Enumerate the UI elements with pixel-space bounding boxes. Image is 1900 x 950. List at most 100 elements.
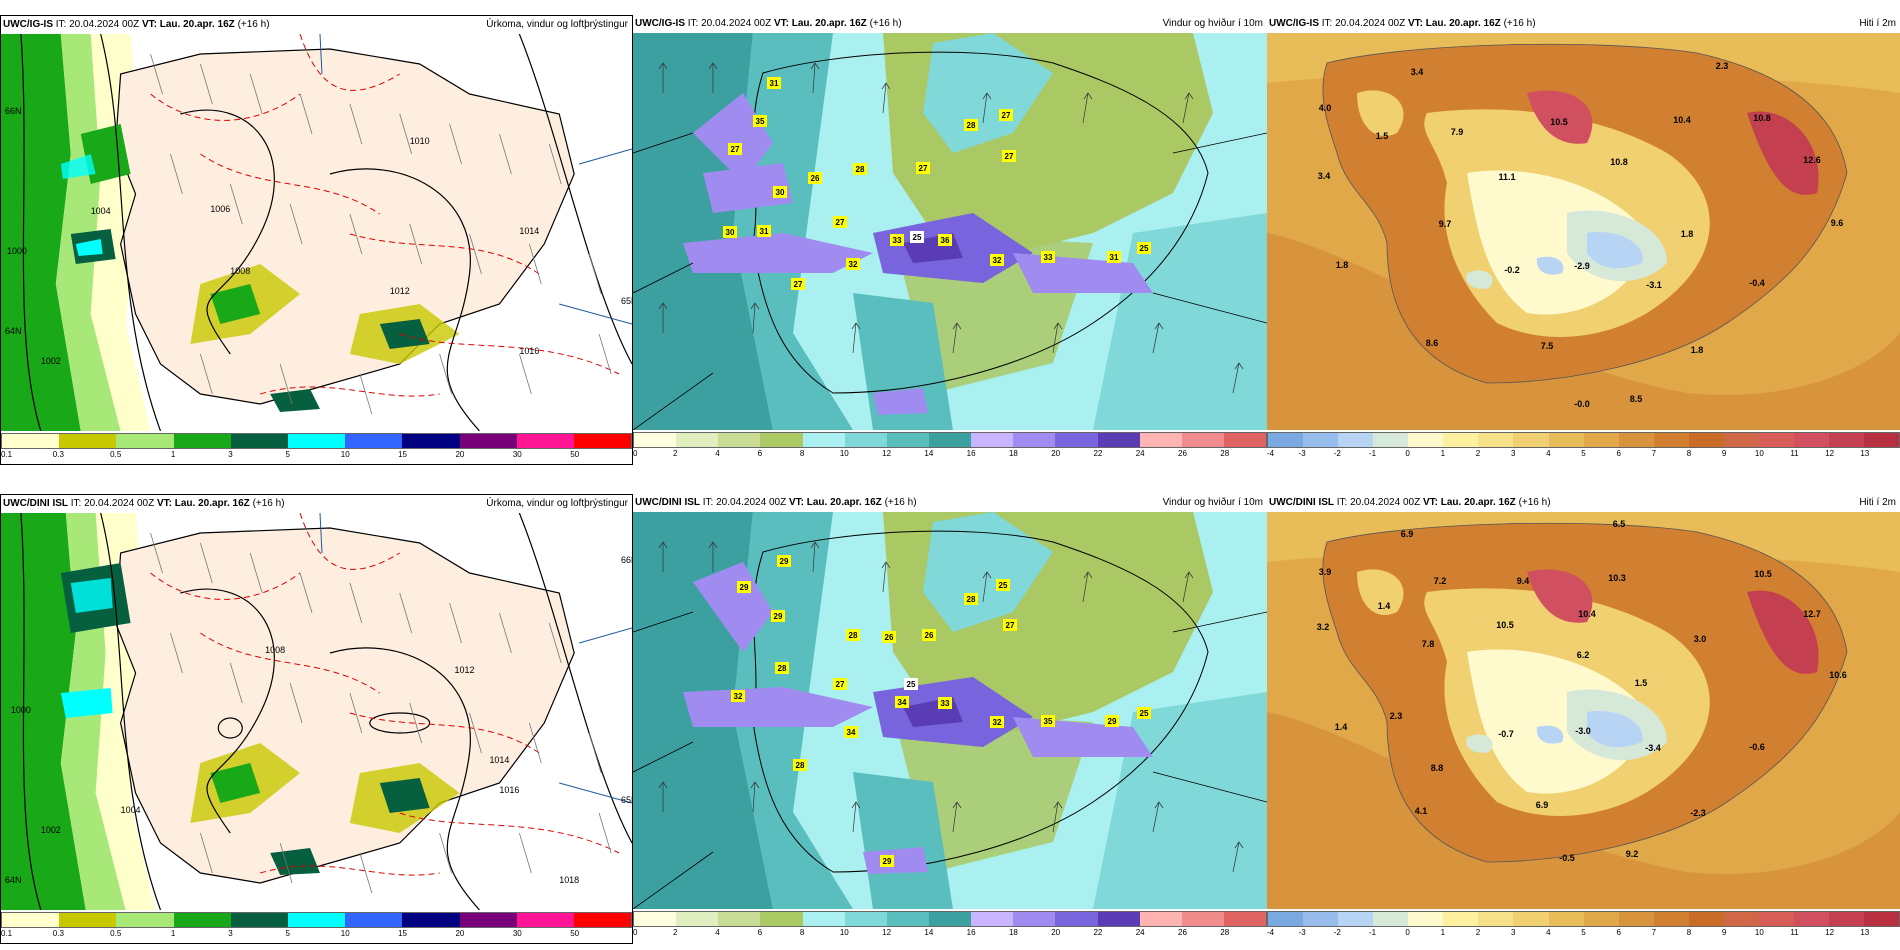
svg-text:25: 25 [907,680,916,689]
legend-swatch [1373,912,1409,926]
gust-label: 31 [1107,251,1121,263]
gust-label: 33 [1041,251,1055,263]
svg-text:28: 28 [849,631,858,640]
legend-swatch [1758,433,1794,447]
gust-label: 35 [753,115,767,127]
svg-text:25: 25 [913,233,922,242]
valid-time-label: VT: [156,498,172,509]
svg-text:35: 35 [1044,717,1053,726]
legend-swatch [1097,912,1140,926]
svg-text:27: 27 [1006,621,1015,630]
svg-text:26: 26 [925,631,934,640]
legend-swatch [760,433,803,447]
legend-swatch [718,433,761,447]
row1-wind-arrows [658,62,1244,394]
legend-tick: 4 [715,928,720,937]
legend-swatch [402,913,460,927]
legend-tick: -4 [1267,449,1275,458]
valid-time-label: VT: [773,18,789,29]
gust-label: 31 [767,77,781,89]
temp-value: 6.5 [1613,519,1626,529]
legend-swatch [971,912,1014,926]
model-name: UWC/DINI ISL [1269,497,1334,508]
legend-swatch [1338,912,1374,926]
legend-tick: 8 [1686,449,1692,458]
legend-swatch [459,913,517,927]
temp-value: 8.6 [1426,338,1439,348]
panel-header: UWC/DINI ISL IT: 20.04.2024 00Z VT: Lau.… [633,494,1267,512]
legend-tick: 6 [757,449,763,458]
temp-value: 12.6 [1803,155,1821,165]
gust-label: 27 [833,678,847,690]
legend-swatch [760,912,803,926]
legend-swatch [116,913,174,927]
gust-label: 32 [846,258,860,270]
temp-value: -0.0 [1574,399,1590,409]
gust-label: 28 [964,119,978,131]
legend-swatch [1583,912,1619,926]
legend-swatch [886,912,929,926]
temp-value: 10.5 [1754,569,1772,579]
gust-label: 36 [938,234,952,246]
legend-swatch [718,912,761,926]
temp-value: 6.2 [1577,650,1590,660]
legend-swatch [1443,433,1479,447]
legend-tick: 30 [512,450,522,459]
precip-legend-bar [1,433,632,449]
legend-tick: 10 [839,928,849,937]
gust-label: 30 [723,226,737,238]
legend-tick: 15 [398,450,408,459]
svg-text:35: 35 [756,117,765,126]
gust-label: 26 [922,629,936,641]
legend-tick: 5 [285,929,291,938]
legend-swatch [1268,433,1304,447]
legend-swatch [1303,912,1339,926]
legend-swatch [1829,912,1865,926]
wind-legend: 0 2 4 6 8 10 12 14 16 18 20 22 24 26 28 [633,911,1267,941]
legend-tick: 16 [966,449,976,458]
wind-legend-bar [633,432,1267,448]
legend-tick: 26 [1178,449,1187,458]
temp-value: 7.9 [1451,127,1464,137]
svg-text:32: 32 [734,692,743,701]
temp-value: 9.6 [1831,218,1844,228]
isobar-label: 1000 [7,246,27,256]
legend-tick: 8 [1686,928,1692,937]
gust-label: 27 [728,143,742,155]
wind-map[interactable]: 31 35 27 28 26 30 27 31 30 27 32 33 25 3… [633,33,1267,430]
temp-map[interactable]: 3.4 2.3 4.0 1.5 7.9 10.5 10.4 10.8 3.4 1… [1267,33,1900,430]
svg-text:29: 29 [740,583,749,592]
precip-map[interactable]: 1008 1012 1014 1016 1018 1000 1002 1004 … [1,513,632,910]
gust-label: 29 [771,610,785,622]
precip-map[interactable]: 1004 1006 1008 1010 1012 1014 1016 1000 … [1,34,632,431]
temp-value: 4.1 [1415,806,1428,816]
init-time: IT: 20.04.2024 00Z [687,18,772,29]
temp-value: -3.1 [1646,280,1662,290]
legend-swatch [573,913,632,927]
legend-swatch [1181,912,1224,926]
temp-value: 3.9 [1319,567,1332,577]
row2-temp-panel: UWC/DINI ISL IT: 20.04.2024 00Z VT: Lau.… [1267,494,1900,944]
legend-swatch [516,434,574,448]
wind-map-svg: 29 29 29 28 25 26 26 28 27 28 32 27 25 3… [633,512,1267,909]
svg-text:33: 33 [941,699,950,708]
legend-tick: 0.3 [52,450,64,459]
legend-tick: 2 [673,928,678,937]
gust-label: 28 [775,662,789,674]
legend-swatch [459,434,517,448]
temp-value: 4.0 [1319,103,1332,113]
temp-value: 10.6 [1829,670,1847,680]
legend-swatch [676,912,719,926]
wind-map[interactable]: 29 29 29 28 25 26 26 28 27 28 32 27 25 3… [633,512,1267,909]
gust-label: 26 [808,172,822,184]
panel-title: Úrkoma, vindur og loftþrýstingur [486,498,628,509]
temp-map[interactable]: 6.9 6.5 3.9 7.2 9.4 10.3 10.5 1.4 10.5 1… [1267,512,1900,909]
legend-swatch [402,434,460,448]
isobar-label: 1002 [41,825,61,835]
legend-swatch [59,913,117,927]
legend-tick: 12 [1825,449,1835,458]
legend-tick: 12 [882,449,892,458]
legend-tick: 4 [1546,449,1551,458]
temp-value: 10.5 [1550,117,1568,127]
legend-tick: 0.1 [1,450,13,459]
